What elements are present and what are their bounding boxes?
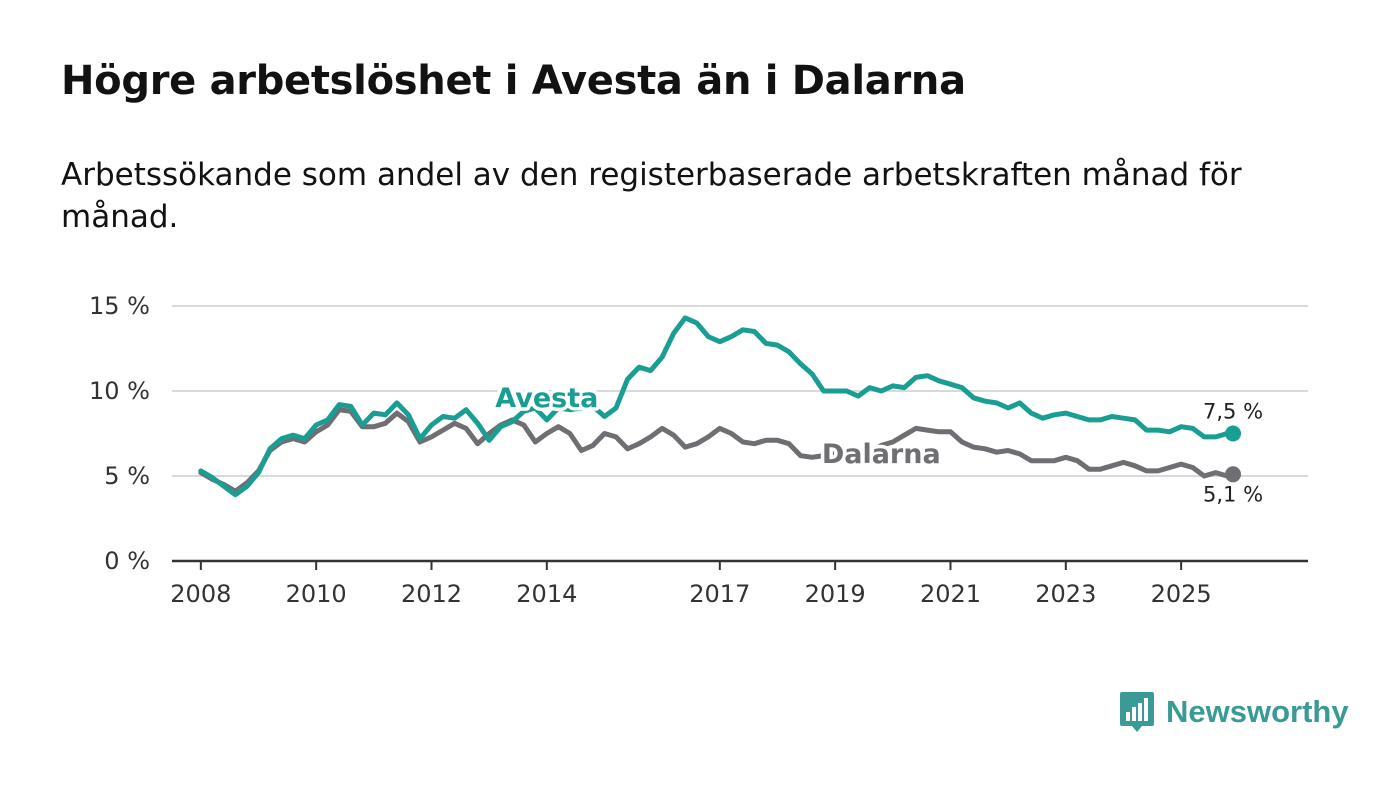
end-value-label-avesta: 7,5 %: [1203, 400, 1263, 424]
end-point-dalarna: [1225, 466, 1242, 483]
y-tick-label: 5 %: [104, 462, 150, 490]
y-tick-label: 15 %: [89, 292, 150, 320]
x-tick-label: 2014: [516, 580, 577, 608]
x-tick-label: 2010: [286, 580, 347, 608]
series-label-dalarna: Dalarna: [822, 439, 941, 470]
series-label-avesta: Avesta: [495, 383, 598, 414]
newsworthy-logo: Newsworthy: [1118, 690, 1349, 734]
x-tick-label: 2008: [170, 580, 231, 608]
end-value-label-dalarna: 5,1 %: [1203, 482, 1263, 506]
x-tick-label: 2023: [1035, 580, 1096, 608]
chart-subtitle: Arbetssökande som andel av den registerb…: [61, 157, 1242, 235]
logo-text: Newsworthy: [1166, 694, 1349, 729]
x-tick-label: 2019: [805, 580, 866, 608]
bar-chart-icon: [1120, 692, 1154, 732]
series-line-dalarna: [198, 407, 1236, 494]
y-tick-label: 10 %: [89, 377, 150, 405]
series-line-avesta: [198, 315, 1236, 498]
chart-title: Högre arbetslöshet i Avesta än i Dalarna: [61, 58, 966, 104]
x-tick-label: 2012: [401, 580, 462, 608]
x-tick-label: 2017: [689, 580, 750, 608]
y-tick-label: 0 %: [104, 547, 150, 575]
x-tick-label: 2025: [1151, 580, 1212, 608]
end-point-avesta: [1225, 425, 1242, 442]
x-tick-label: 2021: [920, 580, 981, 608]
